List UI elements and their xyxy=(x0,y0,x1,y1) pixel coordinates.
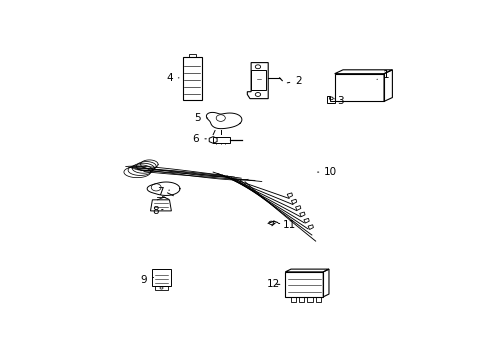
Text: 8: 8 xyxy=(152,206,163,216)
Text: 1: 1 xyxy=(377,70,389,80)
Bar xyxy=(251,69,267,90)
Text: 7: 7 xyxy=(157,186,170,197)
Bar xyxy=(189,54,196,57)
Text: 10: 10 xyxy=(318,167,338,177)
Bar xyxy=(152,269,171,286)
Text: 3: 3 xyxy=(334,96,343,107)
Bar xyxy=(291,297,296,302)
Text: 4: 4 xyxy=(166,73,179,83)
Text: 6: 6 xyxy=(193,134,206,144)
Text: 9: 9 xyxy=(141,275,153,285)
Bar xyxy=(307,297,313,302)
Text: 12: 12 xyxy=(267,279,281,289)
Bar xyxy=(299,297,304,302)
Text: 11: 11 xyxy=(278,220,296,230)
Bar xyxy=(316,297,321,302)
Text: 5: 5 xyxy=(195,113,208,123)
Bar xyxy=(155,286,168,290)
Text: 2: 2 xyxy=(287,76,302,86)
Bar xyxy=(213,137,230,143)
Bar xyxy=(183,57,202,100)
